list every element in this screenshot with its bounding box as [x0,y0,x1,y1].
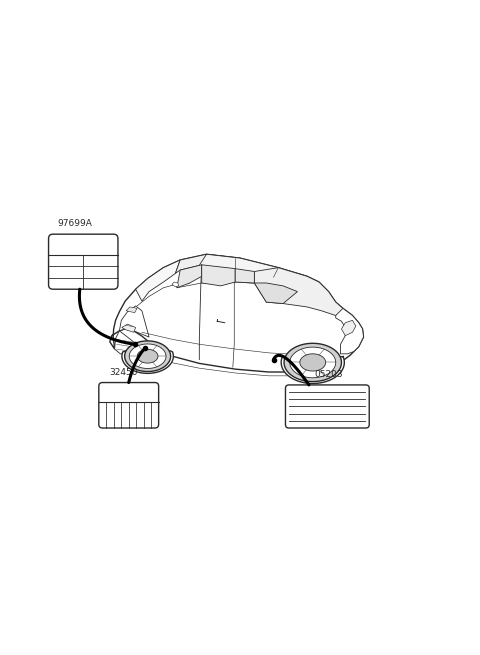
Polygon shape [136,260,180,301]
Polygon shape [137,349,158,363]
Polygon shape [120,306,149,337]
Polygon shape [199,254,319,290]
Polygon shape [300,354,325,371]
Text: 32450: 32450 [110,368,138,377]
Polygon shape [122,324,136,332]
Text: 05203: 05203 [315,370,343,379]
FancyBboxPatch shape [99,383,158,428]
Polygon shape [336,309,363,354]
Polygon shape [254,268,345,316]
Polygon shape [281,356,344,383]
Polygon shape [115,331,142,355]
Polygon shape [290,347,336,378]
Polygon shape [177,265,202,288]
Polygon shape [341,320,356,335]
Polygon shape [284,343,341,382]
Polygon shape [110,254,363,372]
Polygon shape [172,282,179,287]
Polygon shape [175,254,240,273]
Polygon shape [129,344,166,369]
Polygon shape [254,283,298,303]
FancyBboxPatch shape [286,385,369,428]
Polygon shape [125,341,170,371]
Polygon shape [235,269,254,283]
Polygon shape [126,307,137,312]
Polygon shape [202,265,235,286]
Text: 97699A: 97699A [58,219,92,229]
Polygon shape [122,351,173,373]
FancyBboxPatch shape [48,234,118,290]
